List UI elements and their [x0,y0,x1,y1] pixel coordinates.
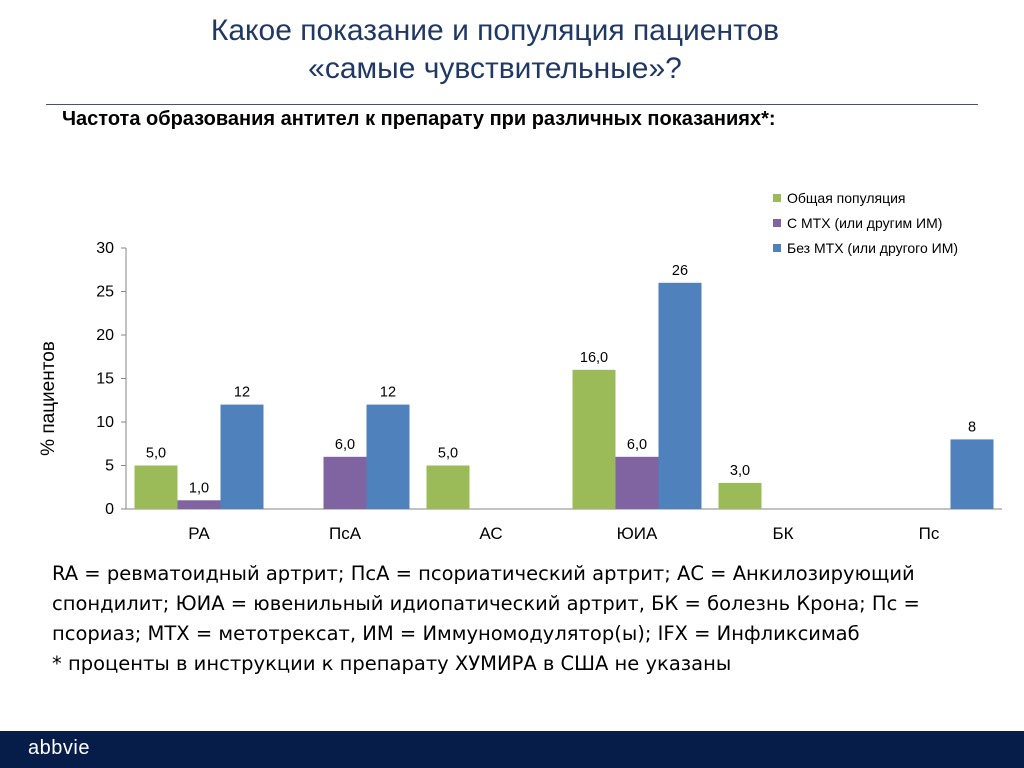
data-label: 12 [234,385,250,401]
data-label: 26 [672,263,688,279]
bar [950,439,994,509]
bar [615,456,659,509]
bar [426,465,470,509]
y-tick-label: 0 [105,501,114,518]
bar [658,282,702,509]
legend-swatch [773,194,781,202]
x-tick-label: ЮИА [617,524,658,543]
y-tick-label: 30 [96,240,114,257]
bar [718,482,762,509]
y-tick-label: 10 [96,414,114,431]
abbvie-logo: abbvie [28,737,90,759]
bar [134,465,178,509]
y-tick-label: 5 [105,458,114,475]
x-tick-label: БК [772,524,793,543]
legend-swatch [773,244,781,252]
page-title-line-2: «самые чувствительные»? [308,52,682,85]
bar [366,404,410,509]
legend-swatch [773,219,781,227]
data-label: 1,0 [189,480,209,496]
y-tick-label: 25 [96,284,114,301]
legend-entry: С МТХ (или другим ИМ) [787,215,942,231]
data-label: 5,0 [146,446,166,462]
legend-entry: Без МТХ (или другого ИМ) [787,240,958,256]
bar [177,500,221,509]
y-tick-label: 15 [96,371,114,388]
footnotes: RA = ревматоидный артрит; ПсА = псориати… [52,559,992,679]
data-label: 5,0 [438,446,458,462]
data-label: 6,0 [627,437,647,453]
footnote-line: псориаз; МТХ = метотрексат, ИМ = Иммуном… [52,622,860,645]
legend-entry: Общая популяция [787,190,906,206]
data-label: 12 [380,385,396,401]
x-tick-label: РА [188,524,210,543]
y-tick-label: 20 [96,327,114,344]
data-label: 3,0 [730,463,750,479]
footnote-line: RA = ревматоидный артрит; ПсА = псориати… [52,562,915,585]
bar [220,404,264,509]
title-divider [46,104,978,105]
x-tick-label: ПсА [329,524,362,543]
y-axis-title: % пациентов [38,341,59,456]
bar-chart: 0 5 10 15 20 25 30 % пациентов 5,0 1,0 12 РА 6,0 12 Пс… [38,190,1002,543]
x-tick-label: Пс [919,524,940,543]
data-label: 16,0 [580,350,608,366]
chart-subtitle: Частота образования антител к препарату … [62,108,776,130]
page-title-line-1: Какое показание и популяция пациентов [210,14,780,47]
bar [323,456,367,509]
footer-bar: abbvie [0,731,1024,768]
data-label: 8 [968,419,976,435]
footnote-line: * проценты в инструкции к препарату ХУМИ… [52,652,732,675]
page-title: Какое показание и популяция пациентов «с… [0,12,990,88]
data-label: 6,0 [335,437,355,453]
x-tick-label: АС [479,524,502,543]
footnote-line: спондилит; ЮИА = ювенильный идиопатическ… [52,592,920,615]
bar [572,369,616,509]
